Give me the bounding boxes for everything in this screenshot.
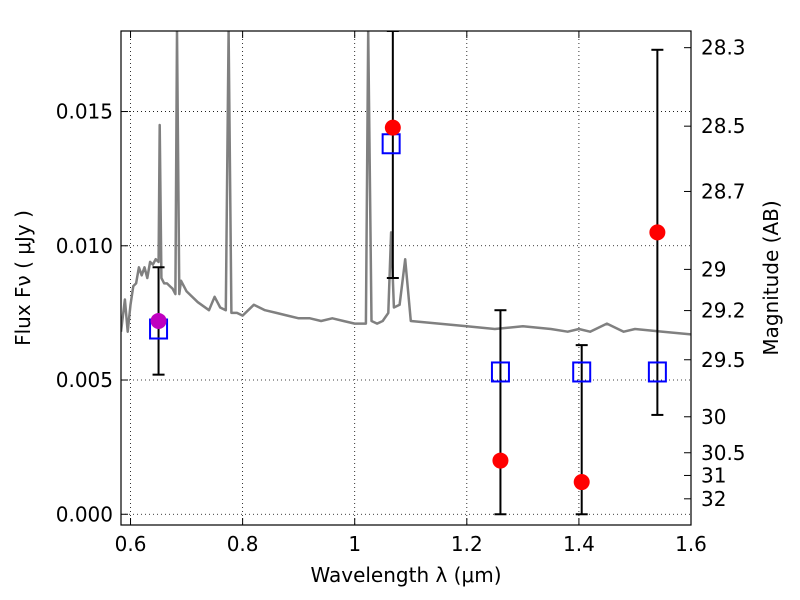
magnitude-tick-label: 29.5 [701,348,746,372]
y-tick-label: 0.005 [56,368,113,392]
magnitude-axis-title: Magnitude (AB) [759,200,783,355]
y-axis-ticks: 0.000 0.005 0.010 0.015 [56,100,128,526]
y-tick-label: 0.010 [56,234,113,258]
grid-lines [121,31,692,525]
model-band-flux-marker [490,361,510,383]
x-tick-label: 1.6 [675,532,707,556]
photometry-point [573,474,590,491]
model-band-flux-marker [572,361,592,383]
magnitude-tick-label: 28.5 [701,114,746,138]
photometry-point [150,312,167,329]
photometry-point [384,119,401,136]
x-tick-label: 0.6 [115,532,147,556]
y-axis-title: Flux Fν ( μJy ) [11,210,35,346]
y-tick-label: 0.000 [56,502,113,526]
model-band-flux-marker [381,133,401,155]
magnitude-tick-label: 30.5 [701,441,746,465]
magnitude-tick-label: 30 [701,405,726,429]
x-tick-label: 0.8 [227,532,259,556]
magnitude-tick-label: 28.3 [701,36,746,60]
x-tick-label: 1.2 [451,532,483,556]
y-tick-label: 0.015 [56,100,113,124]
magnitude-tick-label: 32 [701,487,726,511]
x-axis-ticks: 0.6 0.8 1 1.2 1.4 1.6 [115,31,707,556]
plot-area [121,31,691,516]
magnitude-tick-label: 31 [701,463,726,487]
axes-frame [120,30,692,526]
model-band-flux-marker [647,361,667,383]
x-axis-title: Wavelength λ (μm) [310,563,501,587]
x-tick-label: 1.4 [563,532,595,556]
x-tick-label: 1 [348,532,361,556]
magnitude-tick-label: 29.2 [701,299,746,323]
magnitude-tick-label: 29 [701,257,726,281]
photometry-point [492,452,509,469]
model-spectrum-line [121,31,691,336]
magnitude-tick-label: 28.7 [701,179,746,203]
photometry-point [649,224,666,241]
